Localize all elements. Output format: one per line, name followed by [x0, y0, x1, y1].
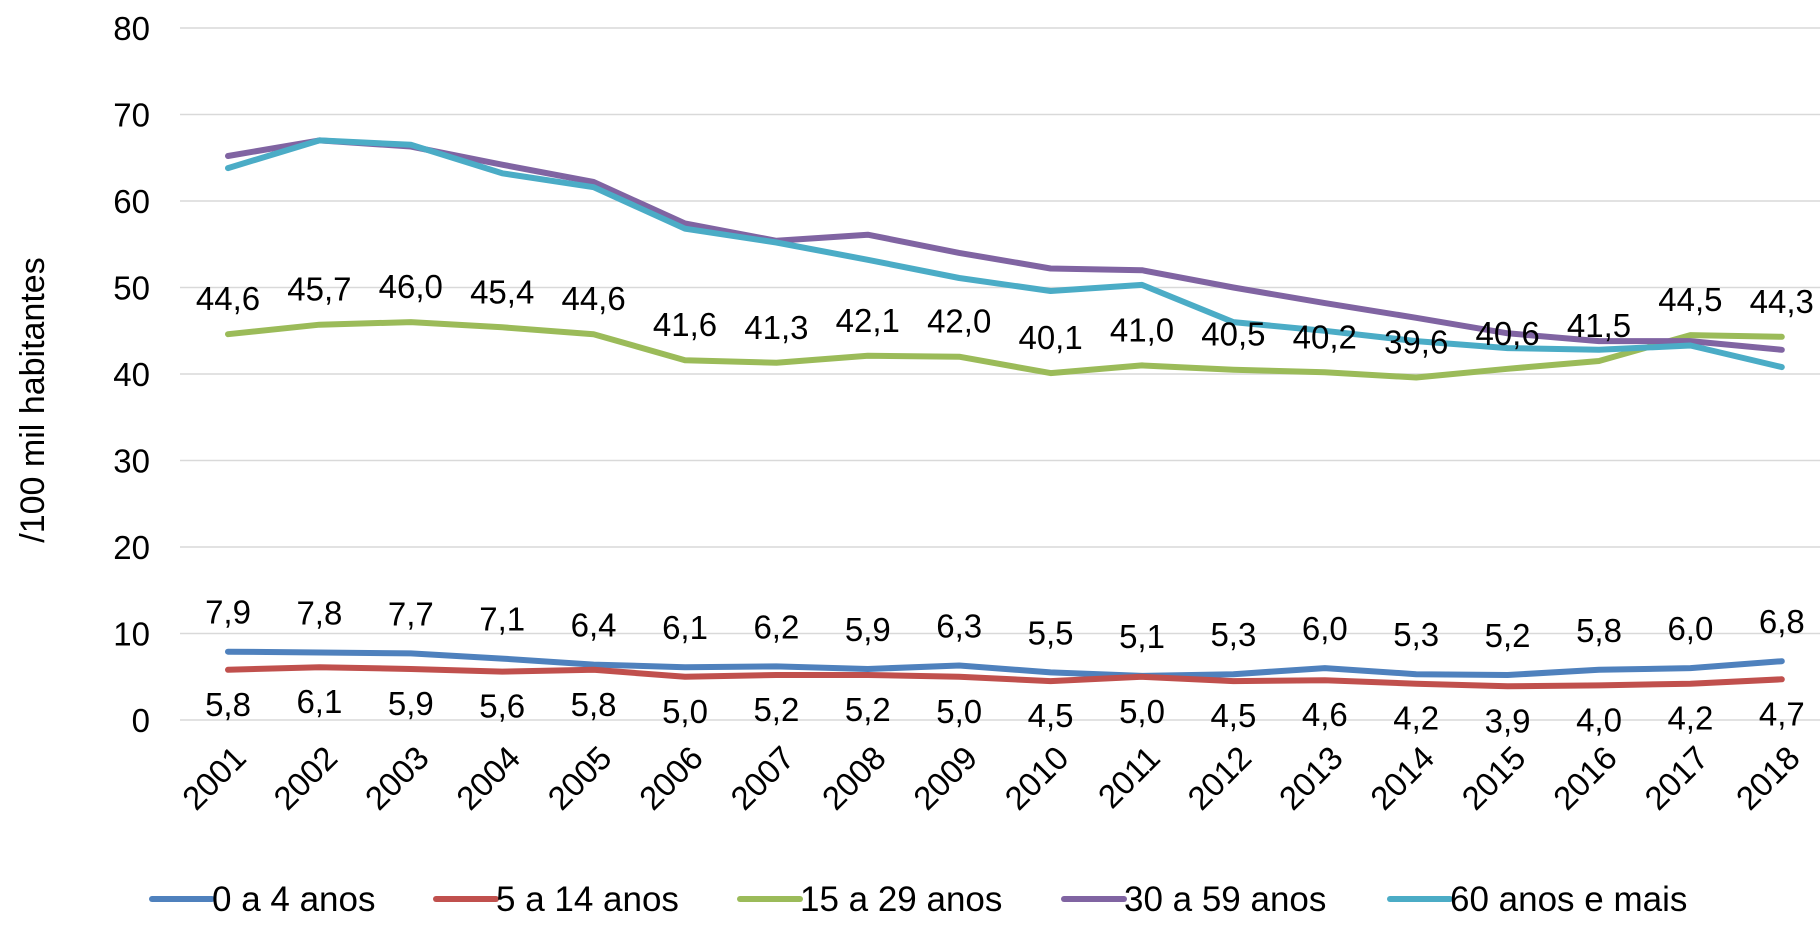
- data-label-15a29-2007: 41,3: [744, 309, 808, 346]
- data-label-15a29-2011: 41,0: [1110, 311, 1174, 348]
- data-label-15a29-2004: 45,4: [470, 273, 534, 310]
- data-label-5a14-2017: 4,2: [1667, 700, 1713, 737]
- data-label-0a4-2017: 6,0: [1667, 610, 1713, 647]
- data-label-5a14-2018: 4,7: [1759, 695, 1805, 732]
- data-label-5a14-2009: 5,0: [936, 693, 982, 730]
- y-tick-label-30: 30: [113, 443, 150, 480]
- data-label-5a14-2012: 4,5: [1210, 697, 1256, 734]
- data-label-0a4-2014: 5,3: [1393, 616, 1439, 653]
- y-tick-label-80: 80: [113, 10, 150, 47]
- data-label-0a4-2006: 6,1: [662, 609, 708, 646]
- y-axis-ticks: 0 10 20 30 40 50 60 70 80: [113, 10, 150, 739]
- x-tick-label-2018: 2018: [1729, 739, 1807, 817]
- series-line-0-a-4-anos: [225, 648, 1785, 679]
- x-tick-label-2017: 2017: [1637, 739, 1715, 817]
- x-tick-label-2006: 2006: [632, 739, 710, 817]
- gridlines: [180, 27, 1820, 721]
- data-label-0a4-2004: 7,1: [479, 601, 525, 638]
- data-label-15a29-2014: 39,6: [1384, 323, 1448, 360]
- data-label-15a29-2016: 41,5: [1567, 307, 1631, 344]
- data-label-15a29-2006: 41,6: [653, 306, 717, 343]
- data-label-0a4-2005: 6,4: [571, 607, 617, 644]
- data-label-0a4-2011: 5,1: [1119, 618, 1165, 655]
- data-label-15a29-2012: 40,5: [1201, 316, 1265, 353]
- x-tick-label-2014: 2014: [1363, 739, 1441, 817]
- legend-label-5-a-14-anos: 5 a 14 anos: [496, 880, 679, 919]
- data-label-15a29-2005: 44,6: [561, 280, 625, 317]
- data-label-0a4-2015: 5,2: [1485, 617, 1531, 654]
- x-tick-label-2010: 2010: [997, 739, 1075, 817]
- data-label-0a4-2003: 7,7: [388, 595, 434, 632]
- data-label-15a29-2013: 40,2: [1293, 318, 1357, 355]
- x-tick-label-2008: 2008: [815, 739, 893, 817]
- data-label-0a4-2002: 7,8: [296, 595, 342, 632]
- data-label-0a4-2007: 6,2: [753, 608, 799, 645]
- x-tick-label-2015: 2015: [1454, 739, 1532, 817]
- x-tick-label-2011: 2011: [1091, 739, 1167, 815]
- data-label-0a4-2010: 5,5: [1028, 614, 1074, 651]
- data-label-0a4-2012: 5,3: [1210, 616, 1256, 653]
- legend-label-30-a-59-anos: 30 a 59 anos: [1124, 880, 1326, 919]
- x-tick-label-2012: 2012: [1180, 739, 1258, 817]
- data-label-5a14-2002: 6,1: [296, 683, 342, 720]
- data-label-5a14-2007: 5,2: [753, 691, 799, 728]
- data-label-5a14-2005: 5,8: [571, 686, 617, 723]
- data-label-15a29-2008: 42,1: [836, 302, 900, 339]
- data-label-5a14-2013: 4,6: [1302, 696, 1348, 733]
- y-tick-label-60: 60: [113, 183, 150, 220]
- series-line-15-a-29-anos: [225, 319, 1785, 381]
- data-label-0a4-2013: 6,0: [1302, 610, 1348, 647]
- x-tick-label-2005: 2005: [540, 739, 618, 817]
- data-label-0a4-2008: 5,9: [845, 611, 891, 648]
- series-line-30-a-59-anos: [225, 137, 1785, 353]
- y-tick-label-20: 20: [113, 529, 150, 566]
- data-label-5a14-2003: 5,9: [388, 685, 434, 722]
- data-label-15a29-2002: 45,7: [287, 271, 351, 308]
- data-label-0a4-2009: 6,3: [936, 608, 982, 645]
- x-tick-label-2009: 2009: [906, 739, 984, 817]
- data-label-5a14-2008: 5,2: [845, 691, 891, 728]
- y-tick-label-0: 0: [132, 702, 150, 739]
- y-tick-label-50: 50: [113, 270, 150, 307]
- data-label-5a14-2011: 5,0: [1119, 693, 1165, 730]
- x-tick-label-2003: 2003: [358, 739, 436, 817]
- y-axis-label: /100 mil habitantes: [14, 257, 52, 542]
- data-labels: 7,9 7,8 7,7 7,1 6,4 6,1 6,2 5,9 6,3 5,5 5,1 5,3 6,0 5…: [196, 268, 1814, 739]
- data-label-15a29-2003: 46,0: [379, 268, 443, 305]
- legend: 0 a 4 anos 5 a 14 anos 15 a 29 anos 30 a 59…: [149, 880, 1687, 919]
- data-label-5a14-2006: 5,0: [662, 693, 708, 730]
- legend-label-0-a-4-anos: 0 a 4 anos: [212, 880, 375, 919]
- data-label-15a29-2017: 44,5: [1658, 281, 1722, 318]
- x-tick-label-2001: 2001: [175, 739, 253, 817]
- series-line-5-a-14-anos: [225, 664, 1785, 690]
- data-label-5a14-2016: 4,0: [1576, 701, 1622, 738]
- data-label-5a14-2010: 4,5: [1028, 697, 1074, 734]
- x-tick-label-2016: 2016: [1546, 739, 1624, 817]
- x-tick-label-2007: 2007: [723, 739, 801, 817]
- data-label-0a4-2001: 7,9: [205, 594, 251, 631]
- legend-label-15-a-29-anos: 15 a 29 anos: [800, 880, 1002, 919]
- data-label-0a4-2016: 5,8: [1576, 612, 1622, 649]
- x-axis-ticks: 2001 2002 2003 2004 2005 2006 2007 2008 2009 2010…: [175, 739, 1807, 817]
- data-label-5a14-2004: 5,6: [479, 688, 525, 725]
- y-tick-label-70: 70: [113, 97, 150, 134]
- data-label-15a29-2015: 40,6: [1475, 315, 1539, 352]
- data-label-5a14-2015: 3,9: [1485, 702, 1531, 739]
- series-line-60-anos-e-mais: [225, 137, 1785, 371]
- y-tick-label-40: 40: [113, 356, 150, 393]
- x-tick-label-2004: 2004: [449, 739, 527, 817]
- series-lines: [225, 137, 1785, 690]
- data-label-5a14-2001: 5,8: [205, 686, 251, 723]
- data-label-5a14-2014: 4,2: [1393, 700, 1439, 737]
- data-label-15a29-2010: 40,1: [1018, 319, 1082, 356]
- data-label-0a4-2018: 6,8: [1759, 603, 1805, 640]
- y-tick-label-10: 10: [113, 616, 150, 653]
- x-tick-label-2002: 2002: [266, 739, 344, 817]
- data-label-15a29-2018: 44,3: [1750, 283, 1814, 320]
- legend-label-60-anos-e-mais: 60 anos e mais: [1450, 880, 1687, 919]
- data-label-15a29-2001: 44,6: [196, 280, 260, 317]
- data-label-15a29-2009: 42,0: [927, 303, 991, 340]
- x-tick-label-2013: 2013: [1272, 739, 1350, 817]
